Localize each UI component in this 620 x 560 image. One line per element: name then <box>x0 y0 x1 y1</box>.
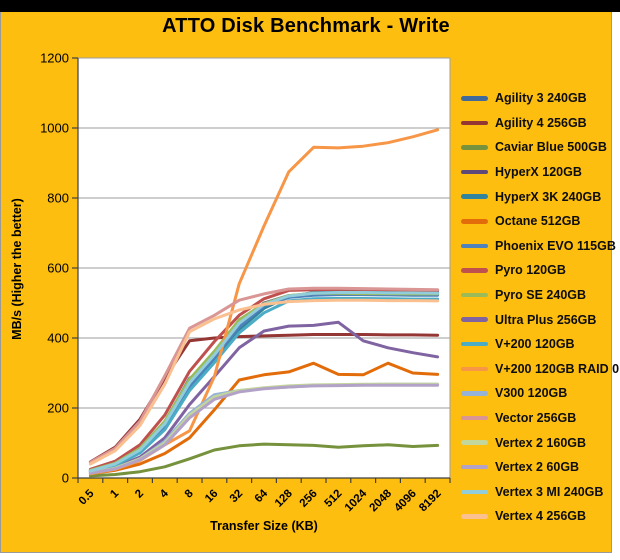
legend-label: Ultra Plus 256GB <box>495 312 597 327</box>
top-border-bar <box>0 0 620 12</box>
legend-swatch-pyro-120gb <box>461 268 488 273</box>
legend-swatch-agility-4-256gb <box>461 120 488 126</box>
legend: Agility 3 240GB Agility 4 256GB Caviar Blu… <box>461 86 619 529</box>
x-tick-label-512: 512 <box>322 488 344 510</box>
x-tick-label-2: 2 <box>133 488 146 501</box>
legend-label: V+200 120GB RAID 0 <box>495 361 620 376</box>
legend-swatch-vertex-2-60gb <box>461 464 488 470</box>
legend-item-v-200-120gb-raid-0: V+200 120GB RAID 0 <box>461 357 619 382</box>
legend-item-v-200-120gb: V+200 120GB <box>461 332 619 357</box>
legend-item-vertex-2-160gb: Vertex 2 160GB <box>461 430 619 455</box>
legend-label: V300 120GB <box>495 386 568 401</box>
legend-item-octane-512gb: Octane 512GB <box>461 209 619 234</box>
x-tick-label-0.5: 0.5 <box>77 487 97 507</box>
legend-swatch-v300-120gb <box>461 391 488 396</box>
x-axis-title: Transfer Size (KB) <box>210 519 318 533</box>
legend-swatch-caviar-blue-500gb <box>461 145 488 150</box>
legend-item-pyro-se-240gb: Pyro SE 240GB <box>461 283 619 308</box>
legend-label: Pyro 120GB <box>495 263 566 278</box>
legend-item-vertex-3-mi-240gb: Vertex 3 MI 240GB <box>461 480 619 505</box>
legend-item-vector-256gb: Vector 256GB <box>461 406 619 431</box>
series-line-vertex-4-256gb <box>88 298 440 466</box>
x-tick-label-2048: 2048 <box>368 487 395 514</box>
legend-label: HyperX 3K 240GB <box>495 189 602 204</box>
x-tick-label-4: 4 <box>158 487 171 500</box>
chart-title: ATTO Disk Benchmark - Write <box>162 15 450 37</box>
legend-swatch-agility-3-240gb <box>461 96 488 101</box>
legend-item-pyro-120gb: Pyro 120GB <box>461 258 619 283</box>
y-axis-title: MB/s (Higher the better) <box>10 198 24 340</box>
legend-item-ultra-plus-256gb: Ultra Plus 256GB <box>461 307 619 332</box>
legend-swatch-vertex-3-mi-240gb <box>461 489 488 495</box>
y-tick-label-1000: 1000 <box>40 121 69 136</box>
legend-item-v300-120gb: V300 120GB <box>461 381 619 406</box>
series-line-v-200-120gb <box>88 297 440 474</box>
legend-label: Pyro SE 240GB <box>495 288 587 303</box>
y-tick-label-200: 200 <box>47 401 69 416</box>
legend-swatch-hyperx-120gb <box>461 169 488 175</box>
y-tick-label-1200: 1200 <box>40 51 69 66</box>
y-tick-label-0: 0 <box>62 471 69 486</box>
legend-label: Octane 512GB <box>495 214 581 229</box>
legend-label: Vertex 2 160GB <box>495 435 587 450</box>
x-tick-label-16: 16 <box>203 488 221 506</box>
x-tick-label-1: 1 <box>108 487 121 500</box>
legend-swatch-phoenix-evo-115gb <box>461 243 488 249</box>
legend-swatch-hyperx-3k-240gb <box>461 194 488 199</box>
legend-label: HyperX 120GB <box>495 165 582 180</box>
legend-item-hyperx-120gb: HyperX 120GB <box>461 160 619 185</box>
legend-item-agility-4-256gb: Agility 4 256GB <box>461 111 619 136</box>
y-tick-label-600: 600 <box>47 261 69 276</box>
x-tick-label-128: 128 <box>273 487 295 509</box>
legend-swatch-v-200-120gb-raid-0 <box>461 366 488 372</box>
y-tick-label-800: 800 <box>47 191 69 206</box>
legend-swatch-v-200-120gb <box>461 341 488 347</box>
legend-label: Vertex 2 60GB <box>495 460 580 475</box>
legend-item-vertex-4-256gb: Vertex 4 256GB <box>461 504 619 529</box>
legend-label: Agility 4 256GB <box>495 115 587 130</box>
legend-item-hyperx-3k-240gb: HyperX 3K 240GB <box>461 184 619 209</box>
x-tick-label-4096: 4096 <box>392 488 419 515</box>
legend-label: V+200 120GB <box>495 337 575 352</box>
legend-swatch-pyro-se-240gb <box>461 292 488 298</box>
legend-label: Caviar Blue 500GB <box>495 140 607 155</box>
legend-label: Vertex 3 MI 240GB <box>495 484 604 499</box>
legend-label: Phoenix EVO 115GB <box>495 238 616 253</box>
legend-item-vertex-2-60gb: Vertex 2 60GB <box>461 455 619 480</box>
x-tick-label-64: 64 <box>253 487 271 505</box>
x-tick-label-256: 256 <box>298 488 320 510</box>
legend-swatch-vertex-2-160gb <box>461 440 488 445</box>
legend-swatch-vector-256gb <box>461 415 488 421</box>
series-line-vector-256gb <box>88 286 440 464</box>
legend-swatch-vertex-4-256gb <box>461 514 488 519</box>
x-tick-label-32: 32 <box>228 488 246 506</box>
legend-item-agility-3-240gb: Agility 3 240GB <box>461 86 619 111</box>
y-tick-label-400: 400 <box>47 331 69 346</box>
series-line-vertex-2-60gb <box>88 383 440 475</box>
legend-item-phoenix-evo-115gb: Phoenix EVO 115GB <box>461 234 619 259</box>
legend-label: Vector 256GB <box>495 411 577 426</box>
x-tick-label-1024: 1024 <box>343 487 370 514</box>
legend-item-caviar-blue-500gb: Caviar Blue 500GB <box>461 135 619 160</box>
x-tick-label-8192: 8192 <box>417 488 444 515</box>
legend-label: Agility 3 240GB <box>495 91 587 106</box>
legend-swatch-ultra-plus-256gb <box>461 317 488 322</box>
series-line-ultra-plus-256gb <box>88 320 440 475</box>
series-line-caviar-blue-500gb <box>88 442 440 478</box>
legend-label: Vertex 4 256GB <box>495 509 587 524</box>
legend-swatch-octane-512gb <box>461 219 488 224</box>
series-line-octane-512gb <box>88 361 440 476</box>
x-tick-label-8: 8 <box>183 487 196 500</box>
